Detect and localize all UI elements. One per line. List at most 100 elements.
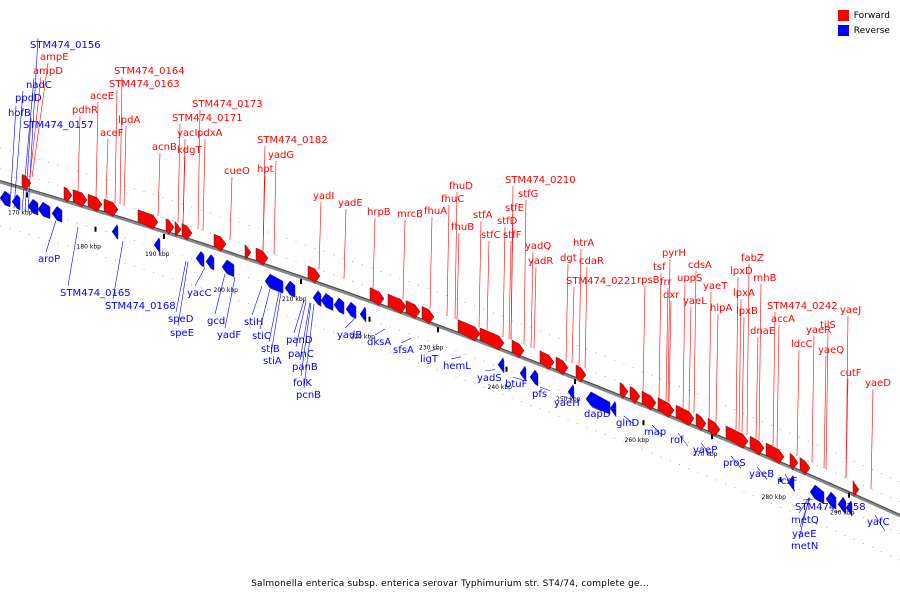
gene-label: yaeP <box>693 445 717 456</box>
leader-line <box>755 336 759 439</box>
leader-line <box>658 272 662 399</box>
leader-line <box>682 283 686 409</box>
gene-label: dapD <box>584 409 611 420</box>
leader-line <box>95 101 99 197</box>
leader-line <box>561 395 573 400</box>
leader-line <box>259 288 271 330</box>
scale-label: 170 kbp <box>8 209 33 216</box>
gene-label: yadR <box>528 256 553 267</box>
scale-label: 240 kbp <box>488 384 513 391</box>
forward-gene <box>174 220 182 237</box>
leader-line <box>578 248 582 367</box>
gene-label: pdxA <box>197 128 223 139</box>
gene-label: hofB <box>8 108 31 119</box>
gene-labels: STM474_0156ampEampDnadCppdDhofBSTM474_01… <box>8 40 891 552</box>
reverse-gene <box>345 301 357 320</box>
leader-line <box>9 105 17 207</box>
leader-line <box>565 263 569 361</box>
leader-line <box>123 125 127 206</box>
leader-line <box>870 388 874 489</box>
gene-label: cdsA <box>688 260 712 271</box>
leader-line <box>715 313 719 422</box>
forward-gene <box>749 435 765 456</box>
leader-line <box>202 138 206 231</box>
reverse-gene <box>837 496 847 515</box>
scale-tick <box>779 477 782 483</box>
leader-line <box>105 138 109 200</box>
forward-gene <box>457 319 481 342</box>
gene-label: sfsA <box>393 345 414 356</box>
gene-label: stiH <box>244 317 263 328</box>
gene-label: accA <box>771 314 795 325</box>
gene-label: htrA <box>573 238 594 249</box>
reverse-gene <box>51 205 63 223</box>
gene-label: metN <box>791 541 818 552</box>
gene-label: STM474_0221 <box>566 276 637 287</box>
forward-gene <box>72 189 88 208</box>
gene-label: STM474_0165 <box>60 288 131 299</box>
leader-line <box>45 220 57 253</box>
reverse-gene <box>205 254 215 271</box>
gene-label: rcsF <box>777 476 798 487</box>
gene-label: rpsB <box>637 275 660 286</box>
gene-label: acnB <box>152 142 177 153</box>
leader-line <box>343 208 347 279</box>
leader-line <box>293 300 305 334</box>
gene-label: STM474_0157 <box>23 120 94 131</box>
scale-label: 260 kbp <box>625 437 650 444</box>
gene-label: gcd <box>207 316 225 327</box>
leader-line <box>402 219 406 300</box>
reverse-gene <box>312 290 322 307</box>
forward-gene <box>87 193 103 212</box>
gene-label: lpxD <box>730 266 753 277</box>
gene-label: uppS <box>677 273 702 284</box>
leader-line <box>13 90 24 209</box>
gene-label: hemL <box>443 361 471 372</box>
leader-line <box>730 455 742 469</box>
leader-line <box>688 306 692 411</box>
leader-line <box>450 356 462 360</box>
leader-line <box>874 514 886 532</box>
gene-label: stfF <box>503 230 522 241</box>
gene-label: yadG <box>268 150 294 161</box>
reverse-gene <box>11 194 21 211</box>
gene-label: STM474_0210 <box>505 175 576 186</box>
reverse-gene <box>497 357 505 374</box>
gene-label: aceF <box>100 128 124 139</box>
gene-label: metQ <box>791 515 819 526</box>
leader-line <box>268 291 280 343</box>
gene-label: btuF <box>505 379 528 390</box>
gene-label: panC <box>288 349 314 360</box>
legend-reverse: Reverse <box>837 23 890 38</box>
forward-gene <box>765 442 785 465</box>
leader-line <box>318 201 322 270</box>
leader-line <box>665 287 669 402</box>
legend-forward-label: Forward <box>853 10 890 21</box>
leader-line <box>175 260 187 313</box>
gene-label: fhuC <box>441 194 464 205</box>
leader-line <box>77 115 81 192</box>
gene-label: STM474_0173 <box>192 99 263 110</box>
gene-label: yaeT <box>703 281 728 292</box>
legend-reverse-label: Reverse <box>853 25 890 36</box>
forward-gene <box>707 418 721 437</box>
leader-line <box>533 266 537 349</box>
gene-label: glnD <box>616 418 639 429</box>
leader-line <box>811 335 815 463</box>
leader-line <box>708 291 712 419</box>
scale-label: 190 kbp <box>145 251 170 258</box>
leader-line <box>623 415 635 425</box>
forward-gene <box>575 364 587 383</box>
leader-line <box>677 432 689 447</box>
gene-label: panD <box>286 335 313 346</box>
reverse-gene <box>264 273 284 294</box>
gene-label: stiC <box>252 331 271 342</box>
gene-label: pfs <box>532 389 547 400</box>
gene-label: dxr <box>663 290 680 301</box>
leader-line <box>772 311 776 446</box>
scale-tick <box>94 226 97 232</box>
forward-gene <box>619 381 629 400</box>
legend: Forward Reverse <box>837 8 890 38</box>
scale-tick <box>300 278 302 284</box>
gene-label: STM474_0164 <box>114 66 185 77</box>
